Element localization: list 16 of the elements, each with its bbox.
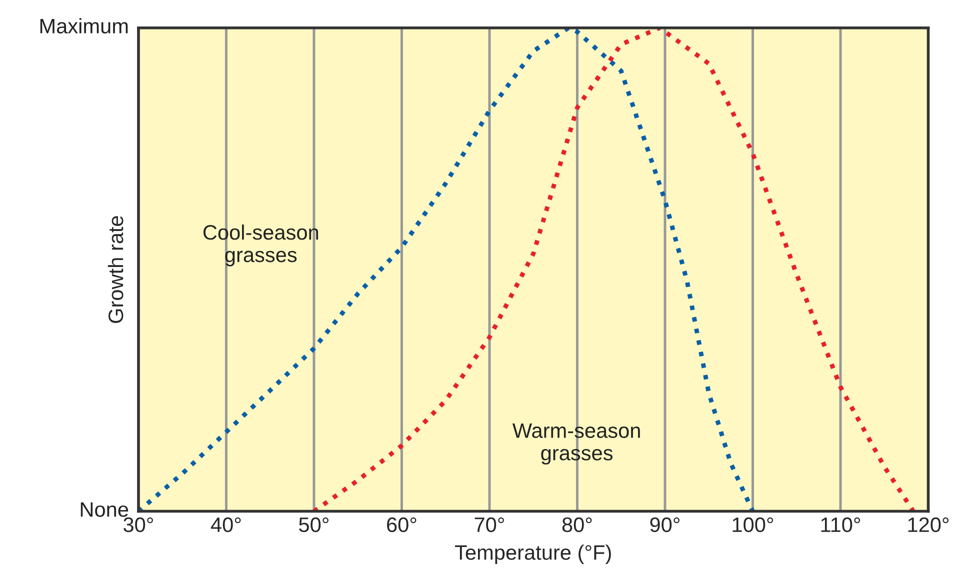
x-axis-title: Temperature (°F) <box>455 544 611 564</box>
x-tick-label: 110° <box>821 517 860 532</box>
x-tick-label: 30° <box>124 517 153 532</box>
x-tick-label: 120° <box>908 517 949 532</box>
x-tick-label: 80° <box>562 517 592 532</box>
x-tick-label: 90° <box>650 517 680 532</box>
x-tick-label: 50° <box>299 517 328 532</box>
x-tick-label: 70° <box>474 517 504 532</box>
x-tick-label: 100° <box>732 517 774 532</box>
text: Maximum <box>40 18 128 34</box>
x-tick-label: 40° <box>210 517 241 532</box>
text: None <box>80 502 128 517</box>
annotation: Warm-season grasses <box>512 423 640 465</box>
y-axis-title: Growth rate <box>108 216 124 323</box>
annotation: Cool-season grasses <box>203 224 318 266</box>
x-tick-label: 60° <box>387 517 416 532</box>
